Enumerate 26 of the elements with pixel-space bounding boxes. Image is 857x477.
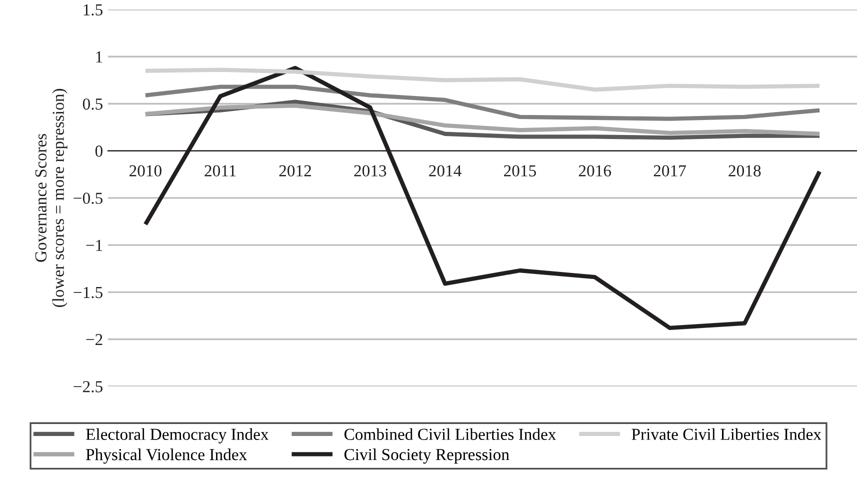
legend-label: Private Civil Liberties Index	[632, 428, 822, 440]
line-series	[143, 68, 822, 92]
x-tick-label: 2018	[728, 165, 761, 176]
y-tick-label: −1	[86, 240, 102, 251]
y-tick-label: 1	[96, 51, 102, 62]
y-tick-label: 0.5	[82, 98, 102, 110]
y-axis-title: Governance Scores (lower scores = more repression)	[35, 88, 68, 307]
y-tick-label: −0.5	[74, 192, 102, 204]
legend-label: Civil Society Repression	[344, 448, 510, 464]
line-series	[143, 84, 822, 121]
y-tick-label: −2.5	[74, 381, 102, 392]
y-tick-label: 0	[95, 146, 102, 157]
x-tick-label: 2015	[504, 165, 536, 176]
y-tick-label: −1.5	[74, 286, 102, 298]
x-tick-label: 2012	[279, 165, 311, 176]
x-tick-label: 2014	[429, 165, 462, 176]
x-tick-label: 2011	[204, 165, 236, 176]
y-tick-label: −2	[86, 334, 102, 346]
legend-label: Physical Violence Index	[86, 448, 247, 464]
x-tick-label: 2013	[354, 165, 386, 176]
x-tick-label: 2010	[130, 165, 162, 176]
legend-label: Electoral Democracy Index	[86, 428, 269, 444]
y-tick-label: 1.5	[84, 4, 102, 16]
x-tick-label: 2016	[578, 165, 612, 176]
x-tick-label: 2017	[654, 165, 686, 176]
legend-label: Combined Civil Liberties Index	[344, 428, 556, 440]
